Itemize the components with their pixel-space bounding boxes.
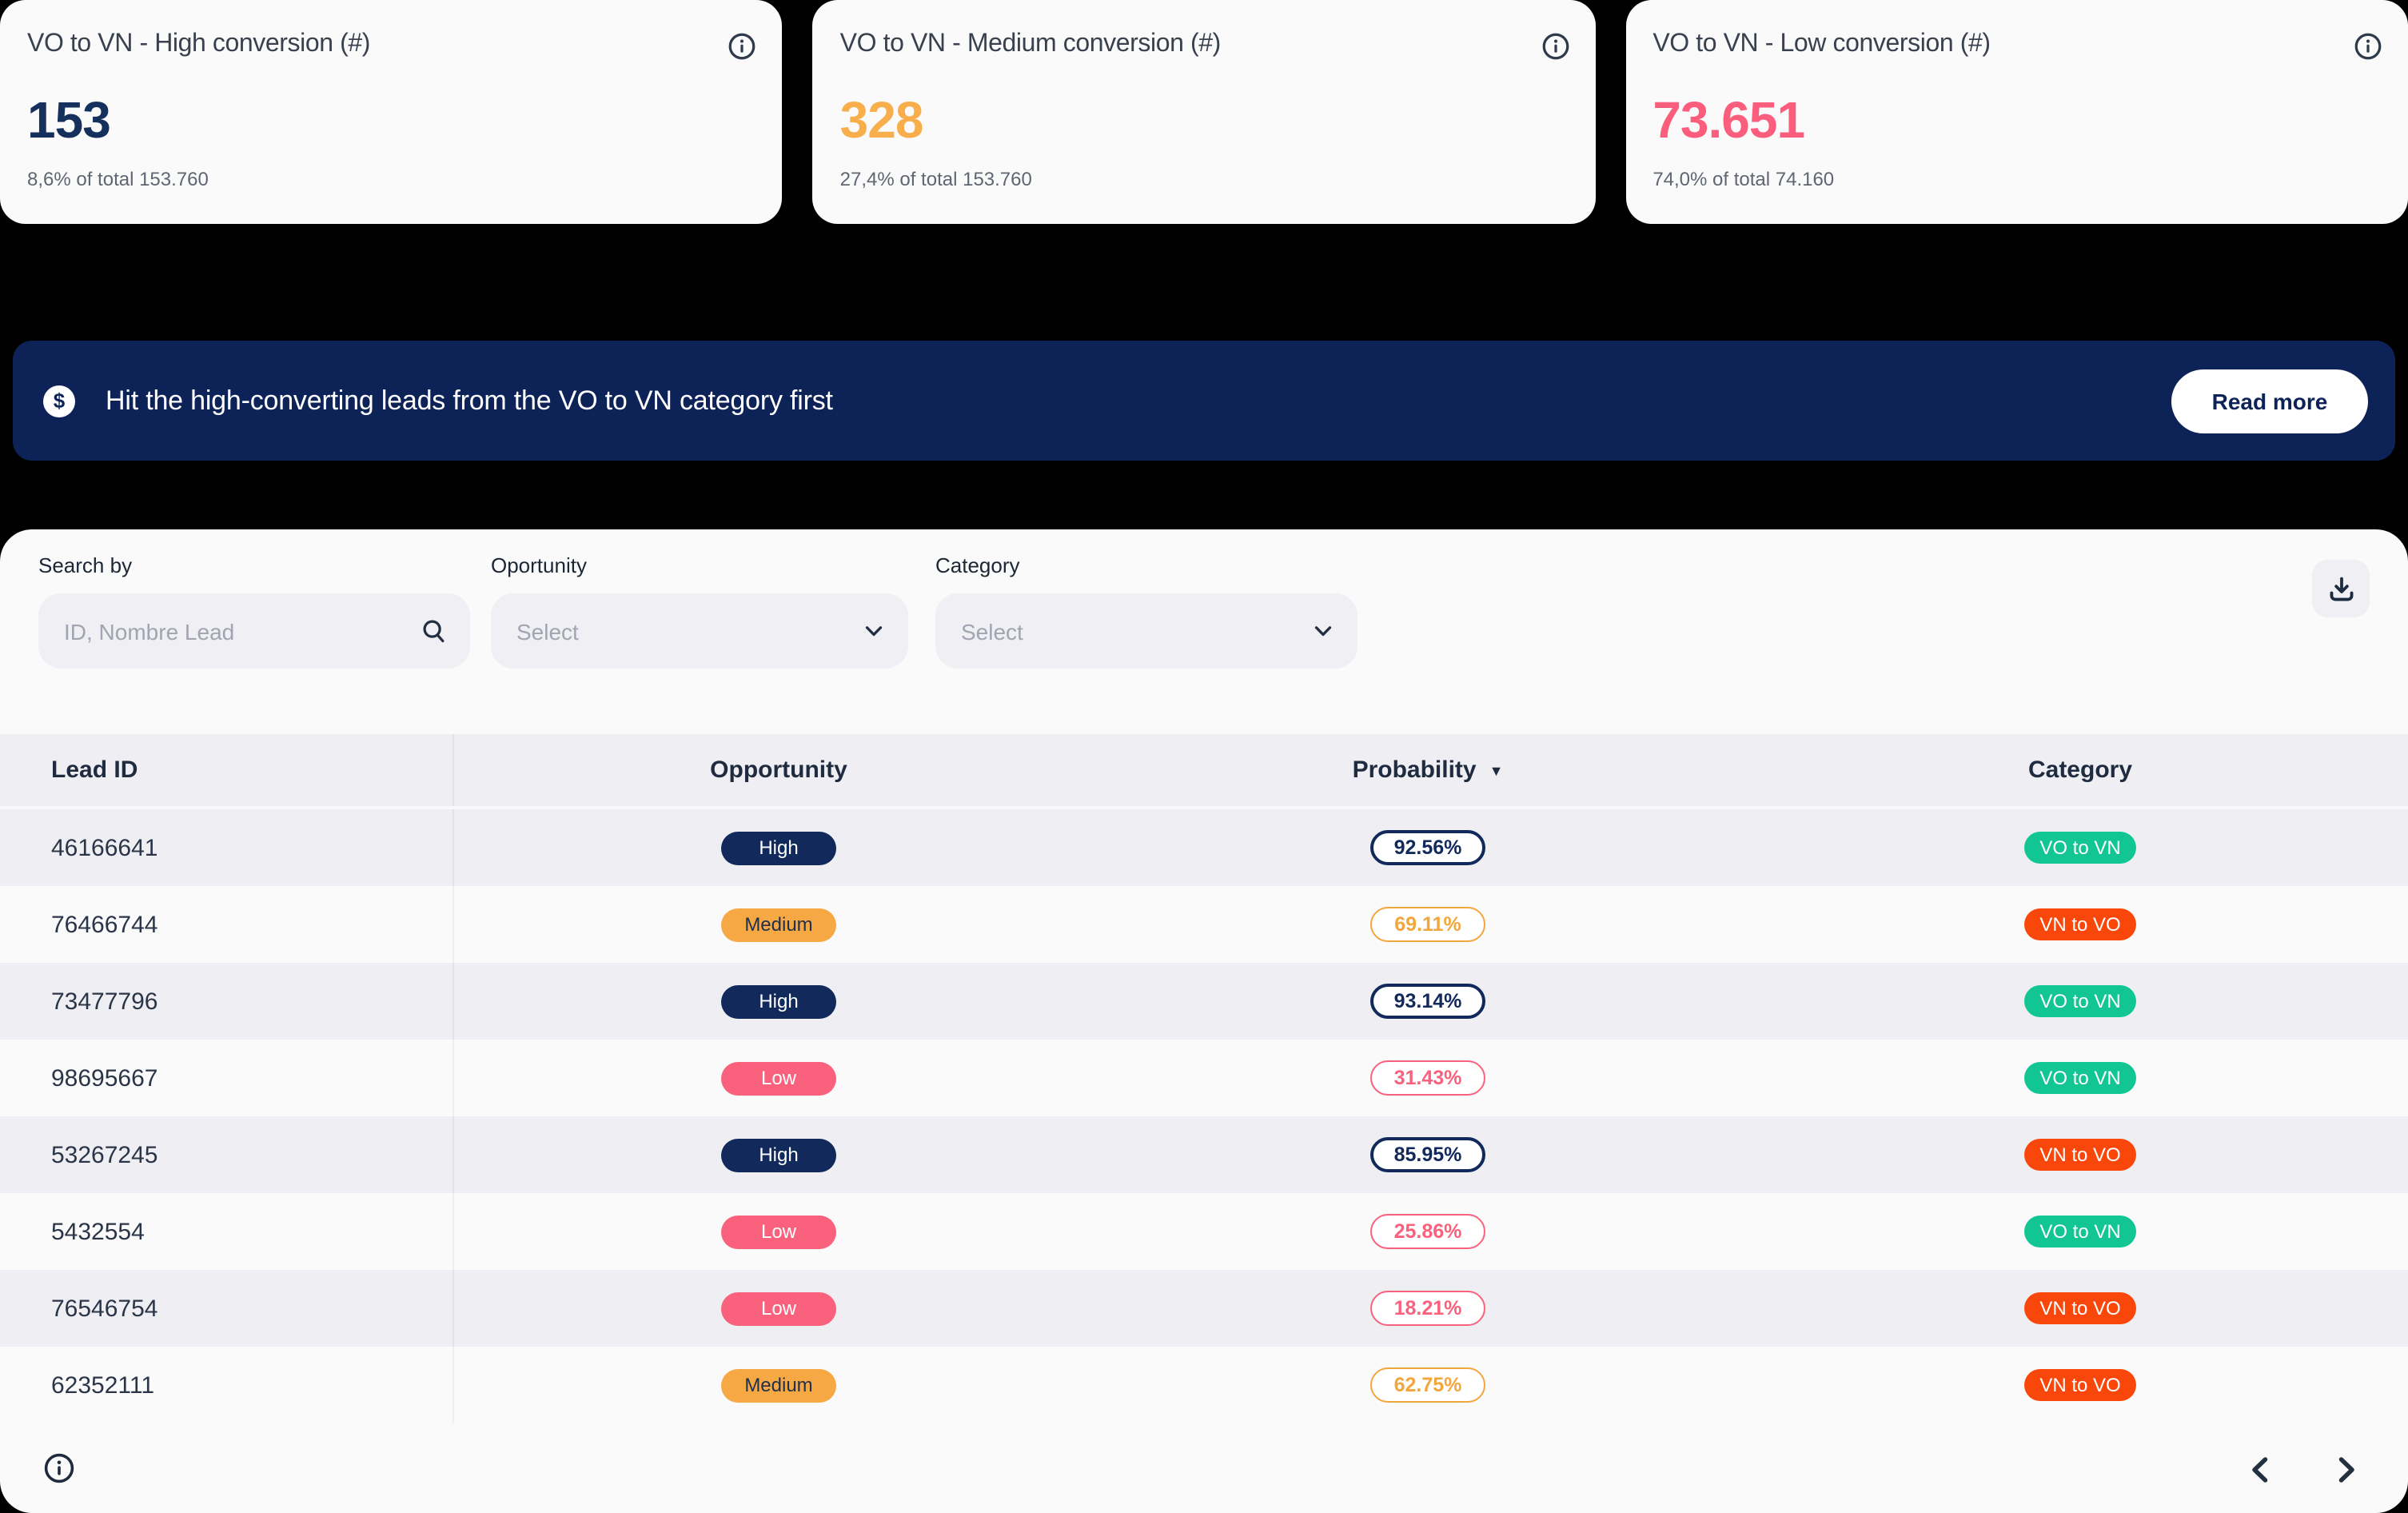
table-row[interactable]: 62352111 Medium 62.75% VN to VO: [0, 1347, 2408, 1423]
info-icon[interactable]: [1541, 32, 1569, 61]
table-row[interactable]: 76546754 Low 18.21% VN to VO: [0, 1270, 2408, 1347]
probability-pill: 85.95%: [1370, 1137, 1485, 1172]
dollar-icon: $: [43, 385, 75, 417]
opportunity-badge: Low: [721, 1061, 836, 1095]
opportunity-select-value: Select: [516, 618, 579, 644]
table-body: 46166641 High 92.56% VO to VN 76466744 M…: [0, 809, 2408, 1423]
category-select-value: Select: [961, 618, 1023, 644]
opportunity-badge: Low: [721, 1215, 836, 1248]
category-badge: VN to VO: [2023, 908, 2137, 940]
lead-id-cell: 53267245: [0, 1116, 454, 1193]
category-badge: VO to VN: [2023, 985, 2137, 1017]
stat-card-medium-conversion: VO to VN - Medium conversion (#) 328 27,…: [812, 0, 1596, 224]
opportunity-badge: High: [721, 984, 836, 1018]
stat-card-title: VO to VN - Medium conversion (#): [839, 30, 1222, 58]
opportunity-badge: Low: [721, 1291, 836, 1325]
stat-value: 328: [839, 91, 924, 149]
category-badge: VN to VO: [2023, 1139, 2137, 1171]
table-row[interactable]: 73477796 High 93.14% VO to VN: [0, 963, 2408, 1040]
info-icon[interactable]: [2354, 32, 2382, 61]
search-input[interactable]: [64, 618, 421, 644]
opportunity-select[interactable]: Select: [491, 593, 908, 669]
stat-subtext: 8,6% of total 153.760: [27, 168, 209, 190]
stat-cards-row: VO to VN - High conversion (#) 153 8,6% …: [0, 0, 2408, 224]
chevron-left-icon[interactable]: [2243, 1452, 2278, 1487]
category-badge: VN to VO: [2023, 1292, 2137, 1324]
leads-table: Lead ID Opportunity Probability ▼ Categor…: [0, 734, 2408, 1423]
probability-pill: 69.11%: [1370, 907, 1485, 942]
read-more-button[interactable]: Read more: [2171, 369, 2368, 433]
stat-card-title: VO to VN - Low conversion (#): [1653, 30, 1991, 58]
search-field: [38, 593, 470, 669]
opportunity-filter-group: Oportunity Select: [491, 553, 908, 669]
category-filter-group: Category Select: [935, 553, 1357, 669]
opportunity-badge: High: [721, 1138, 836, 1172]
search-filter-group: Search by: [38, 553, 470, 669]
leads-panel: Search by Oportunity Select Category Sel…: [0, 529, 2408, 1513]
table-row[interactable]: 53267245 High 85.95% VN to VO: [0, 1116, 2408, 1193]
table-row[interactable]: 76466744 Medium 69.11% VN to VO: [0, 886, 2408, 963]
lead-id-cell: 62352111: [0, 1347, 454, 1423]
lead-id-cell: 76466744: [0, 886, 454, 963]
pagination: [2243, 1452, 2363, 1487]
search-icon[interactable]: [421, 617, 448, 645]
stat-subtext: 27,4% of total 153.760: [839, 168, 1032, 190]
sort-desc-icon: ▼: [1489, 763, 1504, 779]
opportunity-badge: Medium: [721, 1368, 836, 1402]
probability-pill: 62.75%: [1370, 1367, 1485, 1403]
opportunity-badge: High: [721, 831, 836, 864]
table-row[interactable]: 46166641 High 92.56% VO to VN: [0, 809, 2408, 886]
column-header-probability[interactable]: Probability ▼: [1352, 756, 1504, 784]
category-badge: VO to VN: [2023, 1216, 2137, 1248]
opportunity-badge: Medium: [721, 908, 836, 941]
category-badge: VO to VN: [2023, 1062, 2137, 1094]
column-header-category[interactable]: Category: [2027, 756, 2133, 784]
insight-banner: $ Hit the high-converting leads from the…: [13, 341, 2395, 461]
table-row[interactable]: 98695667 Low 31.43% VO to VN: [0, 1040, 2408, 1116]
category-select[interactable]: Select: [935, 593, 1357, 669]
stat-subtext: 74,0% of total 74.160: [1653, 168, 1835, 190]
probability-pill: 31.43%: [1370, 1060, 1485, 1096]
lead-id-cell: 76546754: [0, 1270, 454, 1347]
stat-card-title: VO to VN - High conversion (#): [27, 30, 371, 58]
lead-id-cell: 98695667: [0, 1040, 454, 1116]
chevron-right-icon[interactable]: [2328, 1452, 2363, 1487]
info-icon[interactable]: [43, 1452, 75, 1484]
download-icon: [2326, 573, 2356, 604]
lead-id-cell: 73477796: [0, 963, 454, 1040]
stat-card-low-conversion: VO to VN - Low conversion (#) 73.651 74,…: [1625, 0, 2408, 224]
category-badge: VN to VO: [2023, 1369, 2137, 1401]
chevron-down-icon: [1311, 619, 1335, 643]
column-header-lead-id[interactable]: Lead ID: [0, 734, 454, 806]
table-row[interactable]: 5432554 Low 25.86% VO to VN: [0, 1193, 2408, 1270]
search-label: Search by: [38, 553, 133, 577]
probability-pill: 18.21%: [1370, 1291, 1485, 1326]
download-button[interactable]: [2312, 560, 2370, 617]
banner-message: Hit the high-converting leads from the V…: [106, 385, 833, 415]
column-header-opportunity[interactable]: Opportunity: [710, 756, 847, 784]
probability-pill: 25.86%: [1370, 1214, 1485, 1249]
info-icon[interactable]: [728, 32, 757, 61]
probability-pill: 92.56%: [1370, 830, 1485, 865]
chevron-down-icon: [862, 619, 886, 643]
stat-value: 73.651: [1653, 91, 1805, 149]
category-label: Category: [935, 553, 1020, 577]
opportunity-label: Oportunity: [491, 553, 587, 577]
table-header-row: Lead ID Opportunity Probability ▼ Categor…: [0, 734, 2408, 809]
lead-id-cell: 46166641: [0, 809, 454, 886]
lead-id-cell: 5432554: [0, 1193, 454, 1270]
stat-value: 153: [27, 91, 111, 149]
category-badge: VO to VN: [2023, 832, 2137, 864]
stat-card-high-conversion: VO to VN - High conversion (#) 153 8,6% …: [0, 0, 783, 224]
probability-pill: 93.14%: [1370, 984, 1485, 1019]
